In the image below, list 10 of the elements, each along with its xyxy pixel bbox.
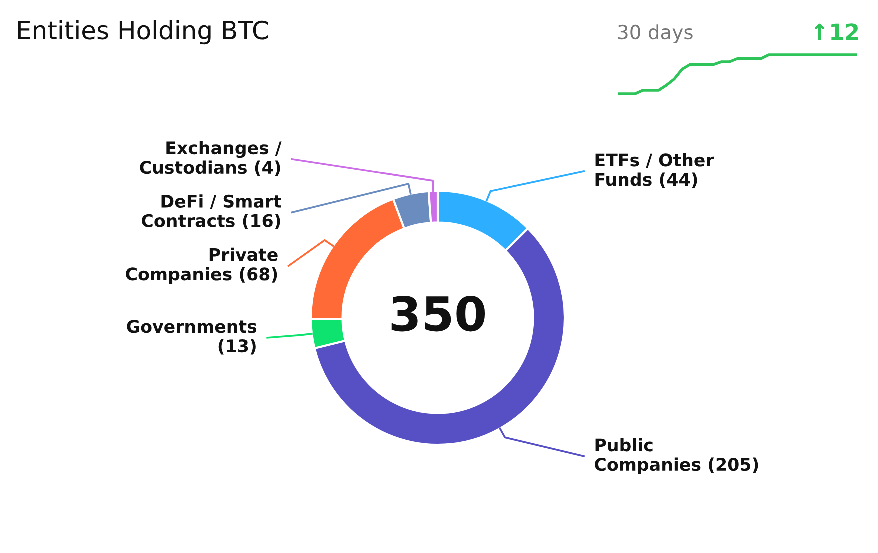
slice-label: Exchanges / Custodians (4) [140, 141, 282, 176]
slice-label: Governments (13) [127, 320, 257, 355]
slice-label: Public Companies (205) [595, 438, 758, 475]
text: ↑12 [814, 24, 858, 40]
slice-label: ETFs / Other Funds (44) [596, 153, 714, 188]
chart-title: 30 days [618, 24, 693, 44]
text: Entities Holding BTC [18, 20, 268, 45]
text: 350 [392, 296, 486, 332]
slice-label: Private Companies (68) [126, 248, 278, 284]
slice-label: DeFi / Smart Contracts (16) [142, 194, 282, 230]
